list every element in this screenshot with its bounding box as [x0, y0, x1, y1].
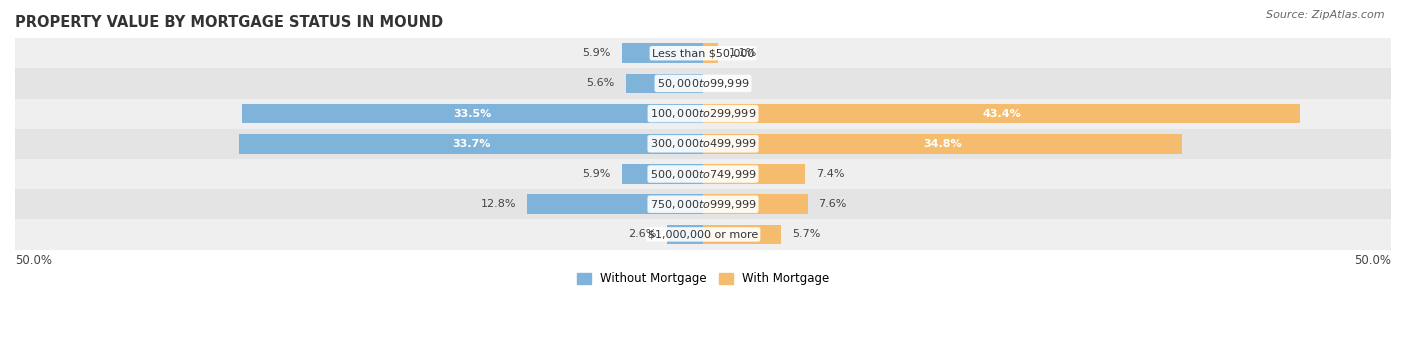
Text: $1,000,000 or more: $1,000,000 or more [648, 230, 758, 239]
Text: 50.0%: 50.0% [15, 254, 52, 267]
Legend: Without Mortgage, With Mortgage: Without Mortgage, With Mortgage [572, 268, 834, 290]
Bar [703, 194, 807, 214]
Text: 34.8%: 34.8% [924, 139, 962, 149]
Text: $50,000 to $99,999: $50,000 to $99,999 [657, 77, 749, 90]
Bar [668, 225, 703, 244]
Text: 5.9%: 5.9% [582, 169, 610, 179]
Text: 5.7%: 5.7% [793, 230, 821, 239]
Text: $100,000 to $299,999: $100,000 to $299,999 [650, 107, 756, 120]
Bar [621, 164, 703, 184]
Text: Source: ZipAtlas.com: Source: ZipAtlas.com [1267, 10, 1385, 20]
Bar [527, 194, 703, 214]
Bar [15, 38, 1391, 68]
Text: 50.0%: 50.0% [1354, 254, 1391, 267]
Bar [703, 104, 1301, 123]
Text: 43.4%: 43.4% [983, 108, 1021, 119]
Bar [242, 104, 703, 123]
Text: $750,000 to $999,999: $750,000 to $999,999 [650, 198, 756, 211]
Bar [15, 99, 1391, 129]
Text: 33.7%: 33.7% [451, 139, 491, 149]
Text: 2.6%: 2.6% [628, 230, 657, 239]
Text: 1.1%: 1.1% [730, 48, 758, 58]
Bar [703, 164, 804, 184]
Text: PROPERTY VALUE BY MORTGAGE STATUS IN MOUND: PROPERTY VALUE BY MORTGAGE STATUS IN MOU… [15, 15, 443, 30]
Bar [703, 225, 782, 244]
Text: 12.8%: 12.8% [481, 199, 516, 209]
Text: 7.6%: 7.6% [818, 199, 846, 209]
Text: 7.4%: 7.4% [815, 169, 845, 179]
Text: $500,000 to $749,999: $500,000 to $749,999 [650, 168, 756, 181]
Bar [239, 134, 703, 154]
Bar [626, 73, 703, 93]
Bar [15, 68, 1391, 99]
Bar [703, 44, 718, 63]
Text: $300,000 to $499,999: $300,000 to $499,999 [650, 137, 756, 150]
Bar [621, 44, 703, 63]
Bar [15, 219, 1391, 250]
Text: 5.9%: 5.9% [582, 48, 610, 58]
Bar [15, 159, 1391, 189]
Text: 33.5%: 33.5% [453, 108, 492, 119]
Bar [703, 134, 1182, 154]
Bar [15, 129, 1391, 159]
Text: Less than $50,000: Less than $50,000 [652, 48, 754, 58]
Text: 5.6%: 5.6% [586, 79, 614, 88]
Bar [15, 189, 1391, 219]
